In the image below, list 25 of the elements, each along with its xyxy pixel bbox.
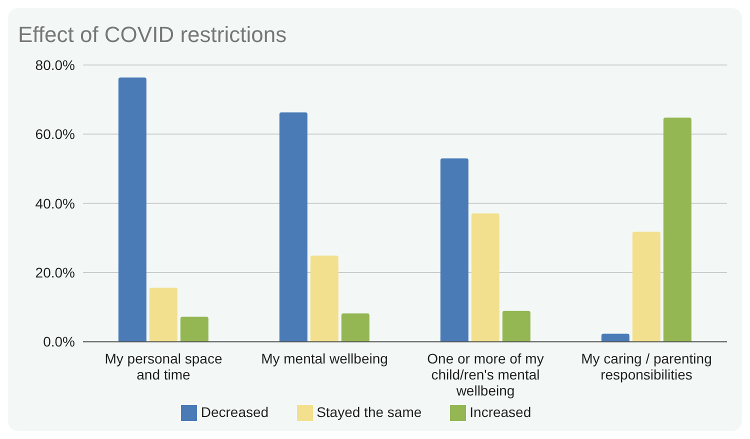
x-tick-label: My caring / parenting responsibilities bbox=[581, 350, 712, 383]
x-tick-label: One or more of my child/ren's mental wellbeing bbox=[427, 350, 544, 399]
bar bbox=[601, 334, 630, 342]
bar bbox=[149, 288, 178, 342]
bar bbox=[632, 232, 660, 342]
y-tick-label: 0.0% bbox=[43, 334, 75, 350]
bar bbox=[341, 313, 370, 342]
y-tick-label: 60.0% bbox=[35, 126, 75, 142]
bar bbox=[663, 118, 692, 342]
y-tick-label: 20.0% bbox=[35, 264, 75, 280]
bar bbox=[279, 112, 308, 342]
bar bbox=[310, 256, 338, 342]
legend-label: Increased bbox=[470, 404, 532, 420]
legend-label: Decreased bbox=[200, 404, 269, 420]
legend-label: Stayed the same bbox=[316, 404, 422, 420]
y-tick-label: 80.0% bbox=[35, 56, 75, 73]
bar bbox=[118, 77, 146, 342]
chart-title: Effect of COVID restrictions bbox=[18, 22, 287, 48]
bar bbox=[502, 310, 530, 342]
bar bbox=[180, 316, 208, 342]
x-tick-label: My mental wellbeing bbox=[261, 350, 388, 367]
y-tick-label: 40.0% bbox=[35, 195, 75, 212]
bar bbox=[440, 158, 468, 342]
x-tick-label: My personal space and time bbox=[104, 350, 222, 383]
bar bbox=[471, 213, 500, 342]
